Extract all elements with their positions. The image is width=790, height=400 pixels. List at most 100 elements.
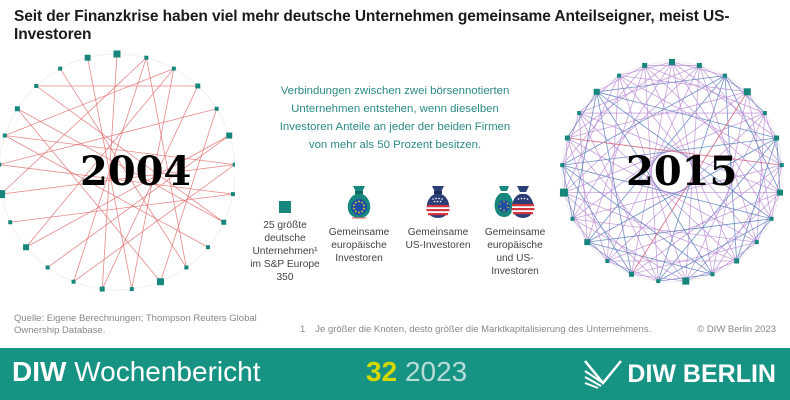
- company-node: [560, 163, 565, 168]
- network-edge: [587, 241, 632, 275]
- network-edge: [563, 137, 568, 193]
- company-node: [230, 192, 235, 197]
- issue-year: 2023: [404, 356, 468, 387]
- company-node: [754, 240, 759, 245]
- network-edge: [0, 57, 147, 195]
- company-node: [45, 265, 50, 270]
- footnote-mark: 1: [300, 324, 306, 335]
- company-node: [226, 132, 233, 139]
- company-node: [656, 279, 661, 284]
- company-node: [584, 239, 591, 246]
- company-node: [570, 216, 575, 221]
- company-node: [23, 244, 30, 251]
- network-edge: [561, 112, 580, 166]
- legend-label-eu-us-investors: Gemeinsame europäische und US-Investoren: [484, 227, 546, 277]
- network-edge: [644, 65, 781, 193]
- company-node: [777, 189, 784, 196]
- company-node: [14, 106, 20, 112]
- company-node: [221, 219, 227, 225]
- company-node: [696, 62, 702, 68]
- company-node: [232, 162, 235, 167]
- footnote-text: Je größer die Knoten, desto größer die M…: [315, 324, 652, 335]
- company-node: [774, 135, 780, 141]
- footer-bar: DIW Wochenbericht 32 2023 DIW BERLIN: [0, 348, 790, 400]
- network-edge: [644, 65, 738, 262]
- network-edge: [567, 137, 608, 262]
- network-edge: [631, 273, 686, 282]
- brand-wordmark: DIW Wochenbericht: [12, 356, 260, 388]
- network-edge: [671, 61, 726, 76]
- network-edge: [4, 135, 209, 248]
- network-edge: [776, 137, 781, 193]
- network-edge: [59, 68, 187, 268]
- company-node: [144, 55, 149, 60]
- network-edge: [606, 75, 620, 262]
- legend-label-us-investors: Gemeinsame US-Investoren: [405, 227, 471, 251]
- network-2015: [555, 0, 790, 300]
- diw-logo-icon: [584, 360, 623, 389]
- network-2004-graph: [0, 50, 235, 292]
- brand-rest: Wochenbericht: [66, 356, 261, 387]
- network-edge: [631, 91, 748, 275]
- logo-text: DIW BERLIN: [627, 359, 776, 388]
- company-node: [605, 258, 610, 263]
- network-edge: [561, 164, 713, 275]
- company-node: [214, 106, 219, 111]
- company-node: [734, 258, 740, 264]
- company-node: [629, 271, 635, 277]
- network-edge: [567, 91, 598, 139]
- network-edge: [578, 112, 781, 193]
- network-edge: [736, 218, 772, 262]
- network-edge: [563, 75, 620, 193]
- network-edge: [561, 65, 645, 166]
- company-node: [669, 59, 675, 65]
- legend-item-us-investors: Gemeinsame US-Investoren: [403, 180, 473, 252]
- company-node: [8, 220, 13, 225]
- company-node: [779, 163, 784, 168]
- company-node: [564, 135, 570, 141]
- eu-us-money-bags-icon: [480, 180, 550, 220]
- network-edge: [561, 164, 632, 275]
- legend-label-companies: 25 größte deutsche Unternehmen¹ im S&P E…: [250, 220, 320, 283]
- network-edge: [567, 137, 687, 282]
- network-edge: [0, 108, 217, 165]
- network-edge: [746, 91, 777, 139]
- teal-square-node-icon: [250, 197, 320, 213]
- issue-number: 32: [366, 356, 398, 387]
- network-edge: [618, 61, 673, 76]
- issue-label: 32 2023: [366, 356, 467, 388]
- company-node: [156, 278, 164, 286]
- company-node: [743, 88, 751, 96]
- network-edge: [101, 53, 118, 290]
- network-edge: [756, 192, 781, 243]
- company-node: [184, 265, 189, 270]
- company-node: [642, 62, 648, 68]
- company-node: [113, 50, 121, 58]
- company-node: [617, 73, 622, 78]
- diw-berlin-logo: DIW BERLIN: [583, 356, 776, 392]
- network-edge: [586, 65, 646, 243]
- company-node: [577, 111, 582, 116]
- company-node: [205, 245, 210, 250]
- network-edge: [596, 91, 632, 275]
- company-node: [722, 73, 727, 78]
- network-edge: [644, 65, 766, 114]
- network-edge: [685, 260, 737, 282]
- brand-bold: DIW: [12, 356, 67, 387]
- eu-money-bag-icon: [326, 180, 392, 220]
- network-edge: [596, 91, 772, 220]
- source-note: Quelle: Eigene Berechnungen; Thompson Re…: [14, 313, 257, 336]
- network-edge: [160, 108, 218, 282]
- network-edge: [101, 85, 199, 290]
- company-node: [559, 188, 568, 197]
- company-node: [593, 88, 600, 95]
- network-edge: [771, 165, 783, 219]
- copyright: © DIW Berlin 2023: [697, 324, 776, 335]
- network-edge: [699, 65, 748, 93]
- network-edge: [567, 137, 782, 166]
- network-edge: [563, 192, 737, 262]
- legend-item-companies: 25 größte deutsche Unternehmen¹ im S&P E…: [250, 197, 320, 284]
- network-edge: [607, 260, 659, 282]
- legend-label-eu-investors: Gemeinsame europäische Investoren: [328, 227, 390, 264]
- network-edge: [47, 135, 230, 268]
